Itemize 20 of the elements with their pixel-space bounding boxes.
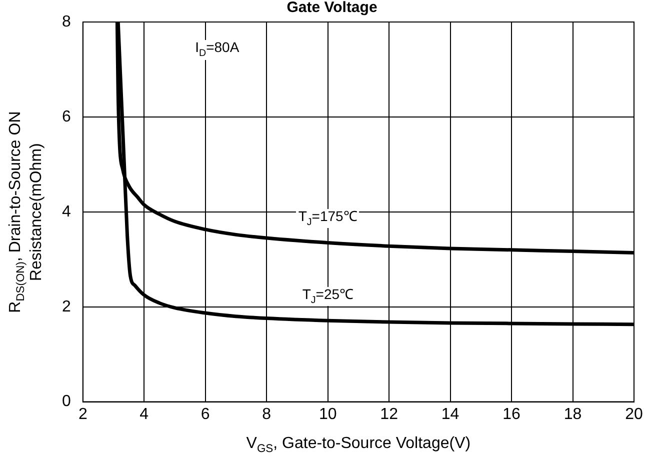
- x-tick-label: 8: [262, 406, 272, 423]
- annotation: I$_{D}$=80A: [193, 39, 242, 60]
- x-tick-label: 16: [502, 406, 521, 423]
- x-tick-label: 18: [564, 406, 582, 423]
- x-tick-label: 4: [140, 406, 149, 423]
- x-axis-title: V$_{GS}$, Gate-to-Source Voltage(V): [245, 434, 472, 456]
- y-tick-label: 0: [62, 393, 71, 410]
- x-tick-label: 2: [78, 406, 88, 423]
- x-tick-label: 14: [441, 406, 460, 423]
- series-label: T$_{J}$=175℃: [296, 208, 360, 228]
- y-tick-label: 2: [62, 298, 71, 316]
- x-tick-label: 12: [380, 406, 398, 423]
- x-tick-label: 20: [625, 406, 643, 423]
- y-tick-label: 6: [62, 108, 71, 126]
- chart-title: Gate Voltage: [286, 0, 378, 16]
- x-tick-label: 10: [318, 406, 337, 423]
- y-tick-label: 8: [62, 13, 71, 30]
- y-tick-label: 4: [62, 203, 71, 220]
- x-tick-label: 6: [200, 406, 210, 423]
- series-label: T$_{J}$=25℃: [300, 286, 356, 306]
